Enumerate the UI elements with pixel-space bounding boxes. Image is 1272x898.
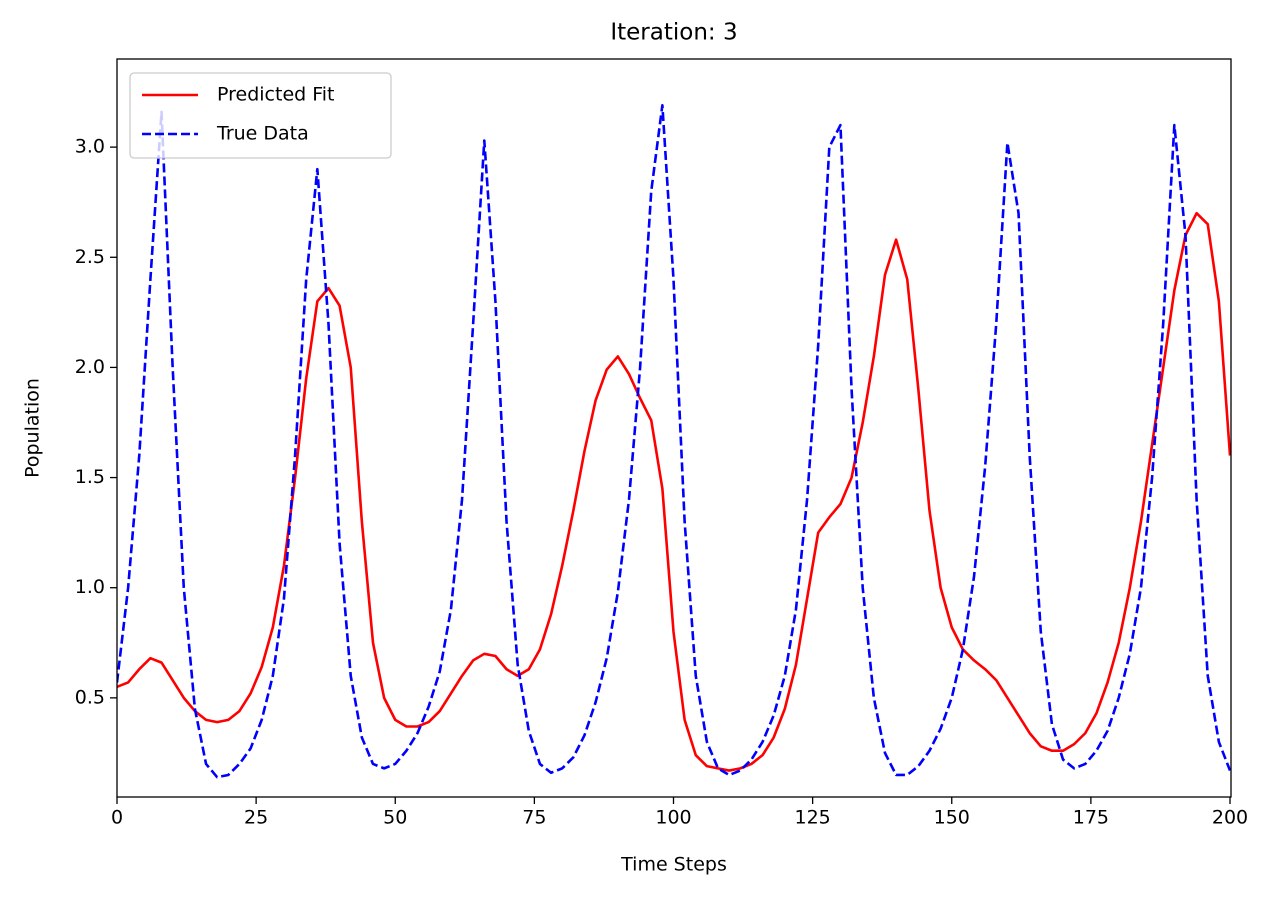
x-tick-label: 100 xyxy=(655,807,691,829)
plot-frame xyxy=(116,58,1232,798)
x-tick-label: 175 xyxy=(1073,807,1109,829)
y-tick-label: 0.5 xyxy=(75,686,105,708)
y-tick-label: 1.0 xyxy=(75,576,105,598)
series-line xyxy=(117,211,1231,772)
x-axis-label: Time Steps xyxy=(620,854,727,876)
x-tick-label: 50 xyxy=(383,807,407,829)
series-line xyxy=(117,103,1231,779)
x-tick-label: 25 xyxy=(244,807,268,829)
y-tick-label: 3.0 xyxy=(75,136,105,158)
x-tick-label: 0 xyxy=(111,807,123,829)
y-axis-label: Population xyxy=(22,378,44,478)
y-tick-label: 1.5 xyxy=(75,466,105,488)
x-tick-label: 125 xyxy=(794,807,830,829)
x-tick-label: 200 xyxy=(1212,807,1248,829)
x-tick-label: 150 xyxy=(934,807,970,829)
y-tick-label: 2.5 xyxy=(75,246,105,268)
legend-label: True Data xyxy=(216,123,309,145)
chart-title: Iteration: 3 xyxy=(610,20,737,46)
x-tick-label: 75 xyxy=(522,807,546,829)
legend-label: Predicted Fit xyxy=(217,84,335,106)
y-tick-label: 2.0 xyxy=(75,356,105,378)
